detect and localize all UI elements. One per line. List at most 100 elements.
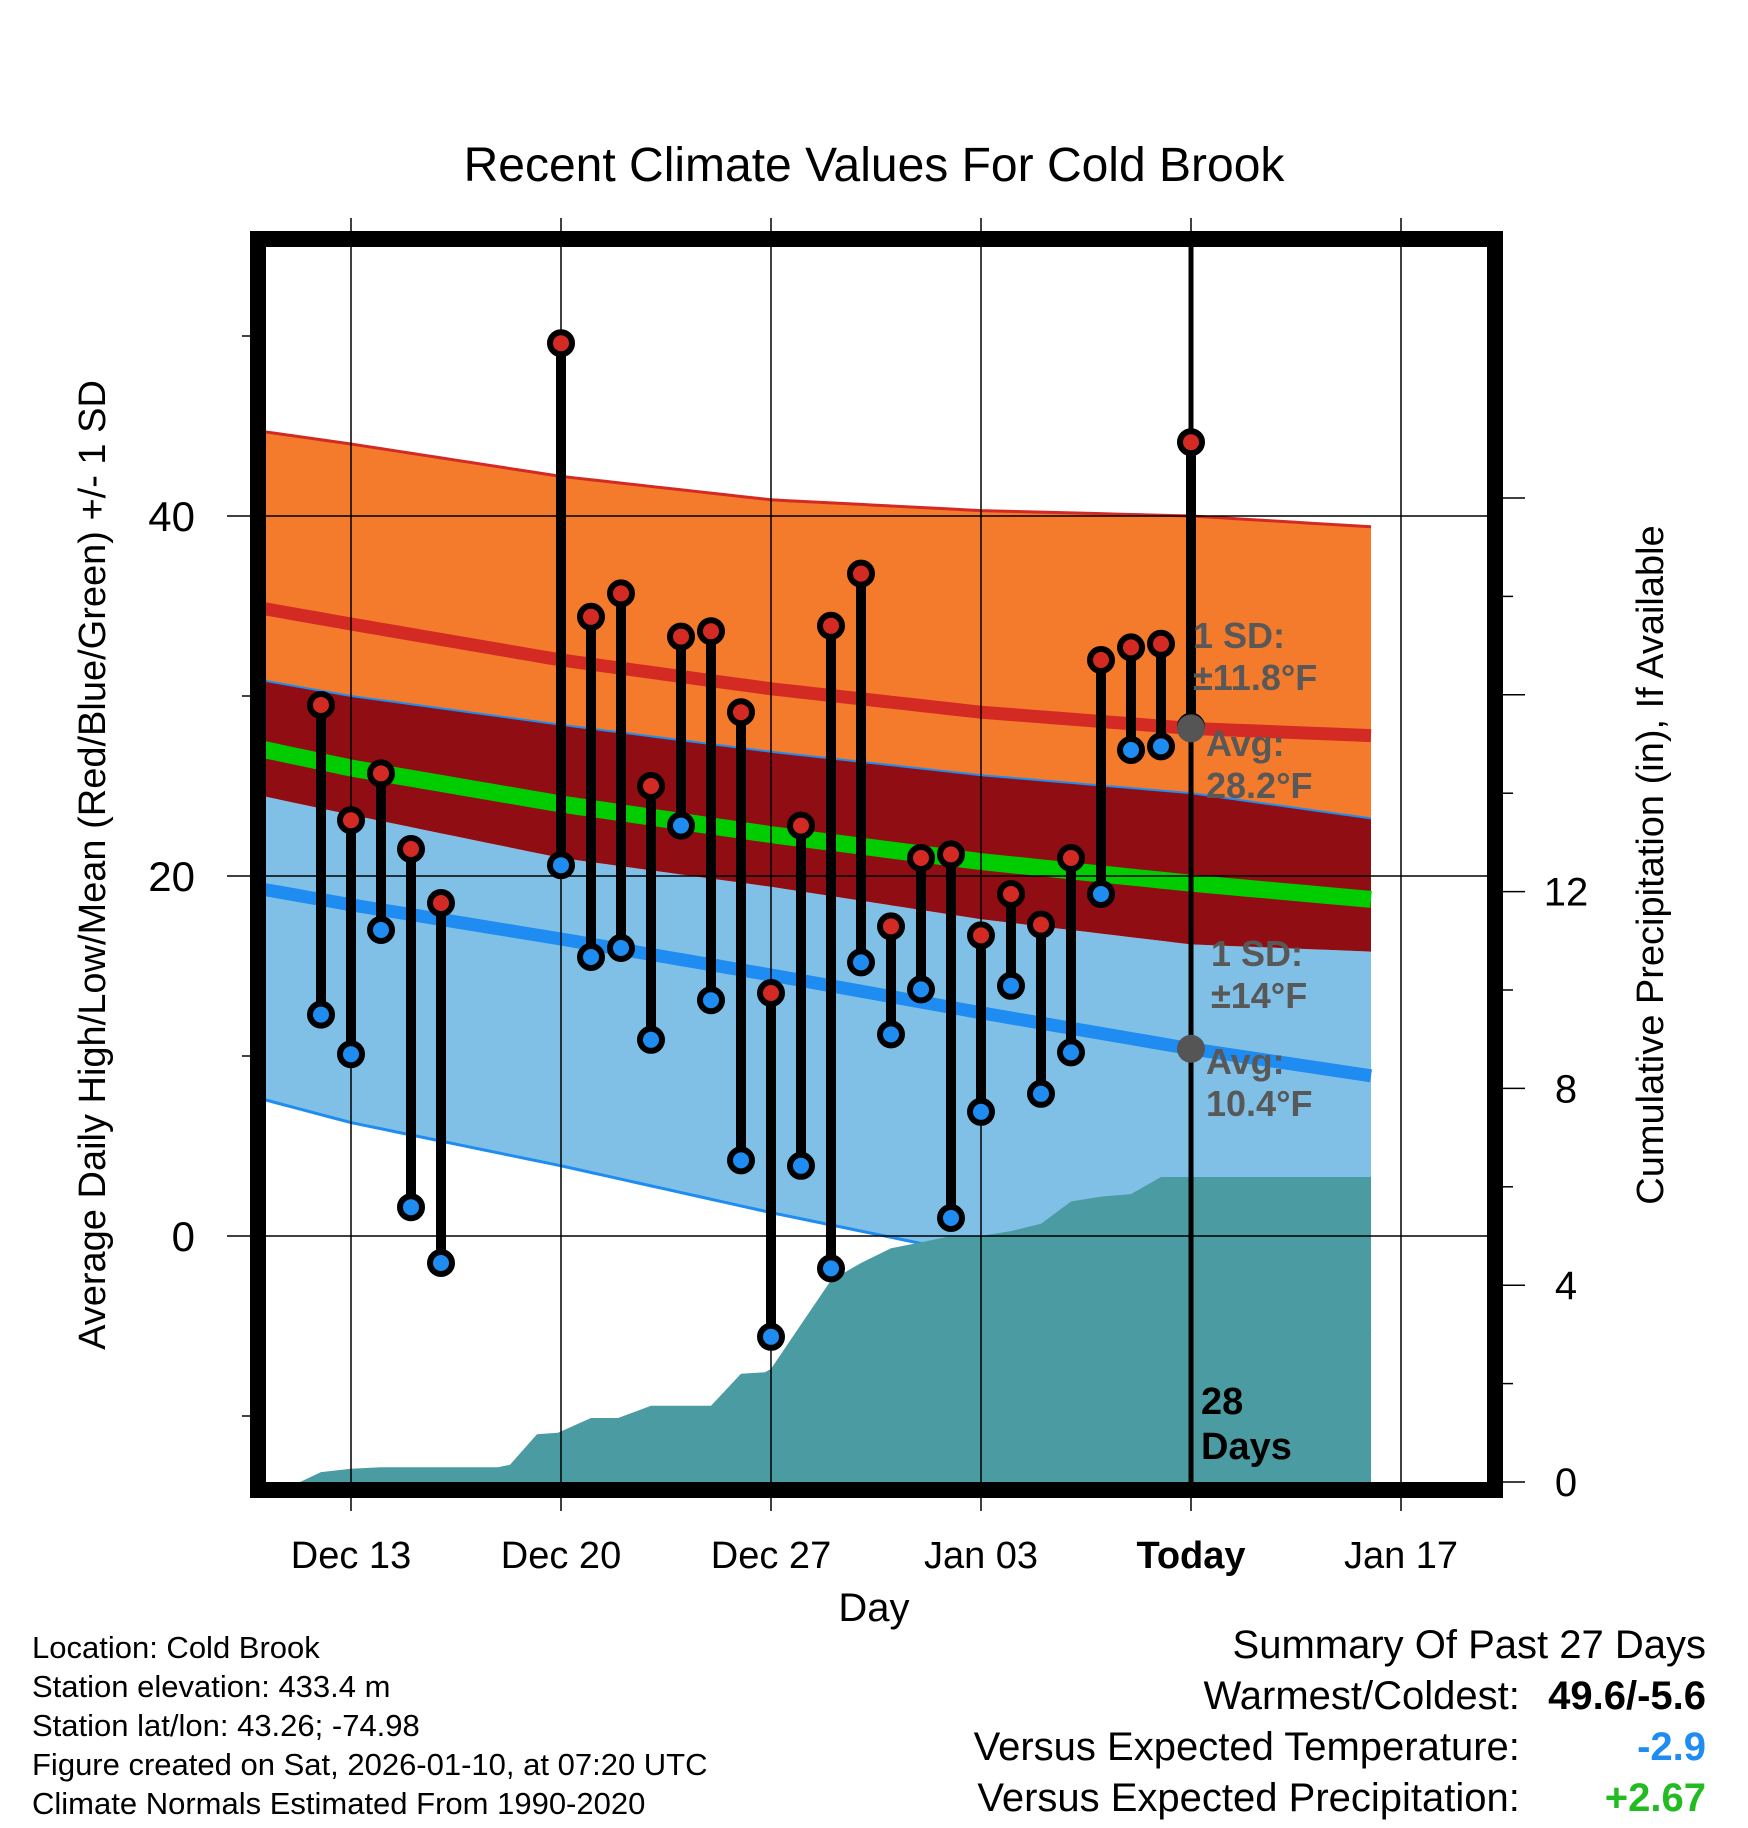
daily-low-point xyxy=(1027,1079,1055,1108)
daily-low-point xyxy=(637,1025,665,1054)
elevation-text: Station elevation: 433.4 m xyxy=(32,1669,391,1704)
precipitation-area xyxy=(266,1176,1371,1482)
daily-high-point xyxy=(427,889,455,917)
y-tick-label: 40 xyxy=(148,493,195,540)
high-sd-value: ±11.8°F xyxy=(1193,657,1317,698)
normals-text: Climate Normals Estimated From 1990-2020 xyxy=(32,1786,646,1821)
daily-high-point xyxy=(937,840,965,869)
temp-label: Versus Expected Temperature: xyxy=(973,1725,1520,1769)
y-tick-label: 20 xyxy=(148,853,195,900)
daily-low-point xyxy=(427,1249,455,1277)
warm-cold-value: 49.6/-5.6 xyxy=(1548,1674,1706,1718)
low-avg-value: 10.4°F xyxy=(1206,1083,1312,1124)
daily-low-point xyxy=(1147,732,1175,761)
daily-low-point xyxy=(967,1097,995,1126)
daily-low-point xyxy=(607,934,635,962)
daily-low-point xyxy=(757,1322,785,1351)
daily-high-point xyxy=(817,611,845,640)
daily-high-point xyxy=(877,912,905,941)
daily-low-point xyxy=(697,986,725,1015)
daily-low-point xyxy=(577,943,605,971)
daily-low-point xyxy=(997,971,1025,1000)
daily-high-point xyxy=(727,698,755,727)
daily-low-point xyxy=(847,948,875,977)
y-axis-label: Average Daily High/Low/Mean (Red/Blue/Gr… xyxy=(72,380,114,1350)
daily-high-point xyxy=(1057,844,1085,872)
daily-high-point xyxy=(307,691,335,719)
days-count-number: 28 xyxy=(1201,1381,1243,1423)
warm-cold-label: Warmest/Coldest: xyxy=(1203,1674,1520,1718)
daily-low-point xyxy=(817,1254,845,1283)
precip-value: +2.67 xyxy=(1604,1776,1706,1820)
station-info: Location: Cold Brook Station elevation: … xyxy=(32,1628,708,1823)
daily-low-point xyxy=(337,1040,365,1069)
x-axis-label: Day xyxy=(838,1586,909,1630)
daily-high-point xyxy=(1177,428,1205,457)
daily-high-point xyxy=(607,579,635,608)
y2-tick-label: 0 xyxy=(1555,1461,1577,1505)
x-tick-label: Today xyxy=(1136,1535,1245,1577)
summary-precipitation: Versus Expected Precipitation: +2.67 xyxy=(974,1773,1706,1824)
low-avg-label: Avg: xyxy=(1206,1041,1285,1082)
summary-title: Summary Of Past 27 Days xyxy=(1232,1623,1706,1667)
daily-low-point xyxy=(547,851,575,880)
daily-low-point xyxy=(727,1146,755,1175)
low-sd-value: ±14°F xyxy=(1211,975,1307,1016)
latlon-text: Station lat/lon: 43.26; -74.98 xyxy=(32,1708,420,1743)
high-sd-label: 1 SD: xyxy=(1193,615,1285,656)
daily-high-point xyxy=(1087,646,1115,674)
normal-low-marker xyxy=(1177,1034,1205,1063)
daily-low-point xyxy=(1057,1038,1085,1067)
daily-high-point xyxy=(847,559,875,588)
daily-low-point xyxy=(367,916,395,944)
summary-temperature: Versus Expected Temperature: -2.9 xyxy=(974,1722,1706,1773)
daily-high-point xyxy=(967,921,995,950)
y2-tick-label: 12 xyxy=(1544,871,1589,915)
daily-low-point xyxy=(787,1151,815,1180)
daily-low-point xyxy=(877,1020,905,1049)
daily-high-point xyxy=(367,759,395,788)
normal-high-marker xyxy=(1177,714,1205,743)
daily-high-point xyxy=(907,844,935,872)
x-tick-label: Dec 27 xyxy=(711,1535,831,1577)
daily-low-point xyxy=(667,811,695,840)
daily-high-point xyxy=(997,880,1025,908)
x-tick-label: Dec 20 xyxy=(501,1535,621,1577)
days-count-word: Days xyxy=(1201,1426,1292,1468)
plot-frame xyxy=(250,231,1503,1498)
daily-high-point xyxy=(1117,633,1145,662)
daily-low-point xyxy=(397,1193,425,1222)
location-text: Location: Cold Brook xyxy=(32,1630,320,1665)
temp-value: -2.9 xyxy=(1637,1725,1706,1769)
daily-high-point xyxy=(757,979,785,1007)
high-avg-label: Avg: xyxy=(1206,723,1285,764)
x-tick-label: Dec 13 xyxy=(291,1535,411,1577)
chart-title: Recent Climate Values For Cold Brook xyxy=(464,139,1286,192)
high-lower-edge xyxy=(266,679,1372,820)
daily-low-point xyxy=(907,975,935,1004)
daily-high-point xyxy=(337,806,365,835)
x-tick-label: Jan 17 xyxy=(1344,1535,1458,1577)
summary-warm-cold: Warmest/Coldest: 49.6/-5.6 xyxy=(974,1671,1707,1722)
daily-low-point xyxy=(307,1000,335,1029)
daily-high-point xyxy=(637,772,665,800)
high-avg-value: 28.2°F xyxy=(1206,765,1312,806)
daily-high-point xyxy=(667,622,695,651)
y-tick-label: 0 xyxy=(172,1213,195,1260)
y2-axis-label: Cumulative Precipitation (in), If Availa… xyxy=(1630,525,1672,1204)
daily-high-point xyxy=(1027,910,1055,939)
daily-high-point xyxy=(697,617,725,646)
axes: Dec 13 Dec 20 Dec 27 Jan 03 Today Jan 1702040… xyxy=(148,218,1588,1577)
daily-high-point xyxy=(1147,629,1175,658)
daily-low-point xyxy=(937,1204,965,1232)
daily-low-point xyxy=(1117,736,1145,764)
daily-high-point xyxy=(577,602,605,631)
daily-high-point xyxy=(397,835,425,863)
summary-panel: Summary Of Past 27 Days Warmest/Coldest:… xyxy=(974,1620,1706,1824)
daily-low-point xyxy=(1087,880,1115,908)
low-sd-label: 1 SD: xyxy=(1211,933,1303,974)
created-text: Figure created on Sat, 2026-01-10, at 07… xyxy=(32,1747,708,1782)
precip-label: Versus Expected Precipitation: xyxy=(977,1776,1520,1820)
